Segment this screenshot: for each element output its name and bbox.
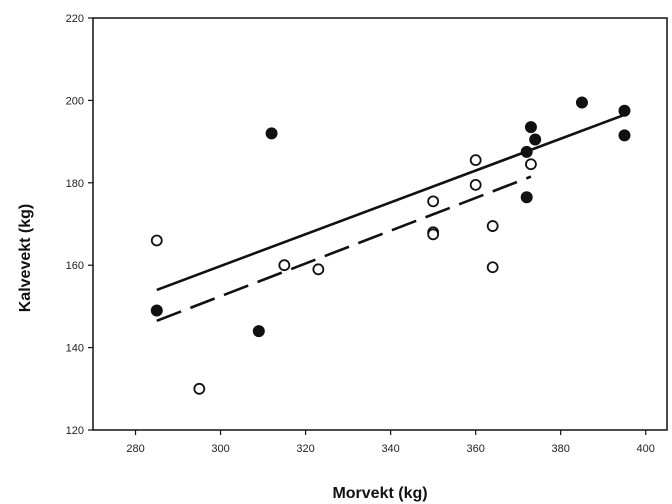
filled-data-point <box>520 191 533 204</box>
filled-data-point <box>575 96 588 109</box>
x-tick-label: 280 <box>126 443 144 455</box>
open-data-point <box>486 220 499 232</box>
y-tick-label: 200 <box>66 95 84 107</box>
open-data-point <box>427 228 440 241</box>
x-axis-ticks: 280 300 320 340 360 380 400 <box>126 430 655 455</box>
open-data-point <box>427 195 440 208</box>
open-data-point <box>469 154 482 167</box>
fit-lines <box>156 113 625 323</box>
dashed-regression-line <box>156 175 532 323</box>
plot-frame <box>92 17 668 431</box>
y-tick-label: 160 <box>66 260 84 272</box>
data-points <box>150 96 631 395</box>
x-tick-label: 360 <box>466 443 484 455</box>
x-axis-title: Morvekt (kg) <box>332 485 427 502</box>
x-tick-label: 320 <box>296 443 314 455</box>
y-axis-ticks: 120 140 160 180 200 220 <box>66 13 93 437</box>
y-tick-label: 140 <box>66 343 84 355</box>
filled-data-point <box>618 129 631 142</box>
open-data-point <box>525 158 537 171</box>
y-tick-label: 180 <box>66 178 84 190</box>
plot-area-border <box>92 17 668 431</box>
solid-regression-line <box>156 113 625 292</box>
filled-data-point <box>520 145 533 158</box>
y-axis-title: Kalvevekt (kg) <box>17 204 34 313</box>
open-data-point <box>278 259 291 272</box>
x-tick-label: 400 <box>637 443 655 455</box>
y-tick-label: 220 <box>66 13 84 25</box>
open-data-point <box>193 382 206 395</box>
filled-data-point <box>252 325 265 338</box>
filled-data-point <box>529 133 542 146</box>
filled-data-point <box>265 127 278 140</box>
open-data-point <box>486 261 499 274</box>
y-tick-label: 120 <box>66 425 84 437</box>
filled-data-point <box>150 304 163 317</box>
filled-data-point <box>524 121 537 134</box>
open-data-point <box>150 234 163 247</box>
open-data-point <box>312 263 325 276</box>
x-tick-label: 300 <box>211 443 229 455</box>
x-tick-label: 380 <box>552 443 570 455</box>
x-tick-label: 340 <box>381 443 399 455</box>
open-data-point <box>469 178 482 191</box>
filled-data-point <box>618 104 631 117</box>
